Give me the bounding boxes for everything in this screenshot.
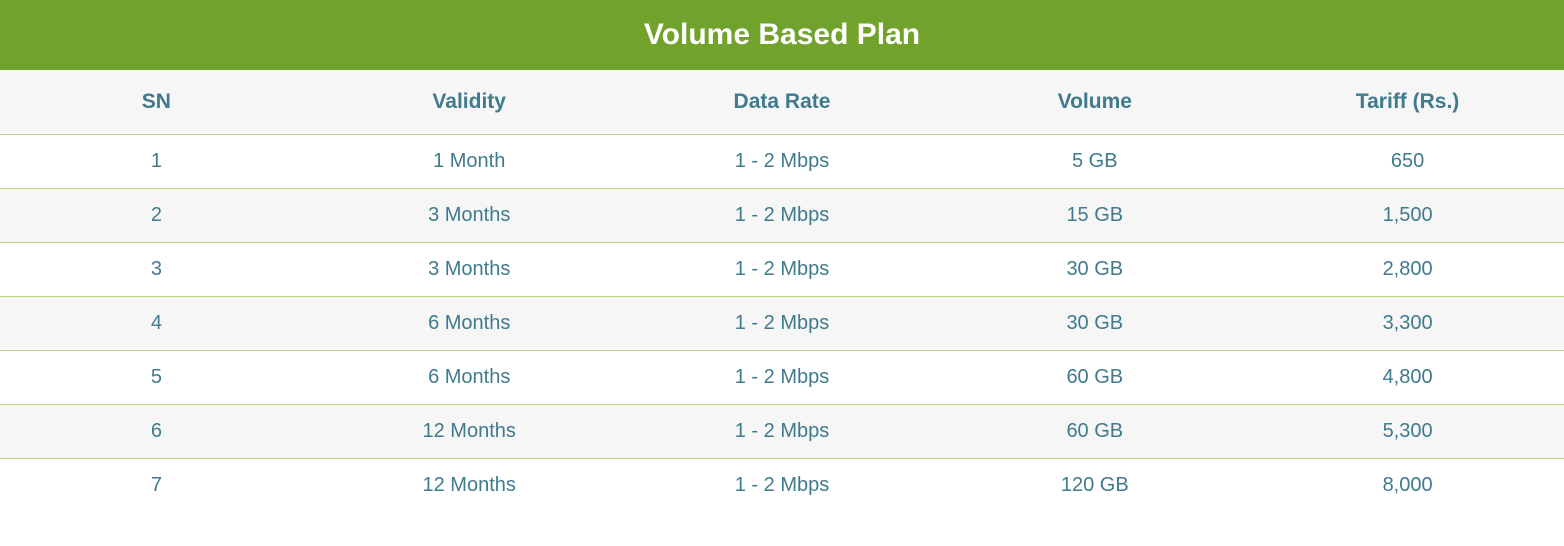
plan-table-container: Volume Based Plan SNValidityData RateVol… xyxy=(0,0,1564,512)
table-cell: 1 - 2 Mbps xyxy=(626,351,939,405)
table-body: 11 Month1 - 2 Mbps5 GB65023 Months1 - 2 … xyxy=(0,135,1564,513)
table-row: 11 Month1 - 2 Mbps5 GB650 xyxy=(0,135,1564,189)
table-title: Volume Based Plan xyxy=(0,0,1564,70)
table-row: 56 Months1 - 2 Mbps60 GB4,800 xyxy=(0,351,1564,405)
table-row: 23 Months1 - 2 Mbps15 GB1,500 xyxy=(0,189,1564,243)
table-cell: 8,000 xyxy=(1251,459,1564,513)
table-cell: 1 - 2 Mbps xyxy=(626,405,939,459)
table-cell: 5 xyxy=(0,351,313,405)
table-cell: 3 Months xyxy=(313,189,626,243)
table-cell: 4 xyxy=(0,297,313,351)
table-cell: 6 Months xyxy=(313,351,626,405)
table-cell: 1 - 2 Mbps xyxy=(626,189,939,243)
table-row: 712 Months1 - 2 Mbps120 GB8,000 xyxy=(0,459,1564,513)
table-cell: 120 GB xyxy=(938,459,1251,513)
table-cell: 3,300 xyxy=(1251,297,1564,351)
table-cell: 6 Months xyxy=(313,297,626,351)
header-row: SNValidityData RateVolumeTariff (Rs.) xyxy=(0,70,1564,135)
table-cell: 6 xyxy=(0,405,313,459)
plan-table: SNValidityData RateVolumeTariff (Rs.) 11… xyxy=(0,70,1564,512)
table-row: 33 Months1 - 2 Mbps30 GB2,800 xyxy=(0,243,1564,297)
column-header: Volume xyxy=(938,70,1251,135)
table-cell: 12 Months xyxy=(313,405,626,459)
table-cell: 1 xyxy=(0,135,313,189)
table-cell: 4,800 xyxy=(1251,351,1564,405)
table-row: 46 Months1 - 2 Mbps30 GB3,300 xyxy=(0,297,1564,351)
table-cell: 60 GB xyxy=(938,405,1251,459)
table-cell: 2 xyxy=(0,189,313,243)
table-cell: 3 Months xyxy=(313,243,626,297)
table-cell: 1 - 2 Mbps xyxy=(626,459,939,513)
table-cell: 1 - 2 Mbps xyxy=(626,135,939,189)
table-cell: 1 - 2 Mbps xyxy=(626,297,939,351)
table-cell: 1,500 xyxy=(1251,189,1564,243)
table-cell: 1 - 2 Mbps xyxy=(626,243,939,297)
column-header: Data Rate xyxy=(626,70,939,135)
table-cell: 30 GB xyxy=(938,243,1251,297)
column-header: Validity xyxy=(313,70,626,135)
table-cell: 30 GB xyxy=(938,297,1251,351)
table-cell: 15 GB xyxy=(938,189,1251,243)
column-header: Tariff (Rs.) xyxy=(1251,70,1564,135)
column-header: SN xyxy=(0,70,313,135)
table-cell: 650 xyxy=(1251,135,1564,189)
table-cell: 5,300 xyxy=(1251,405,1564,459)
table-cell: 1 Month xyxy=(313,135,626,189)
table-cell: 60 GB xyxy=(938,351,1251,405)
table-cell: 7 xyxy=(0,459,313,513)
table-header: SNValidityData RateVolumeTariff (Rs.) xyxy=(0,70,1564,135)
table-cell: 2,800 xyxy=(1251,243,1564,297)
table-cell: 12 Months xyxy=(313,459,626,513)
table-row: 612 Months1 - 2 Mbps60 GB5,300 xyxy=(0,405,1564,459)
table-cell: 5 GB xyxy=(938,135,1251,189)
table-cell: 3 xyxy=(0,243,313,297)
